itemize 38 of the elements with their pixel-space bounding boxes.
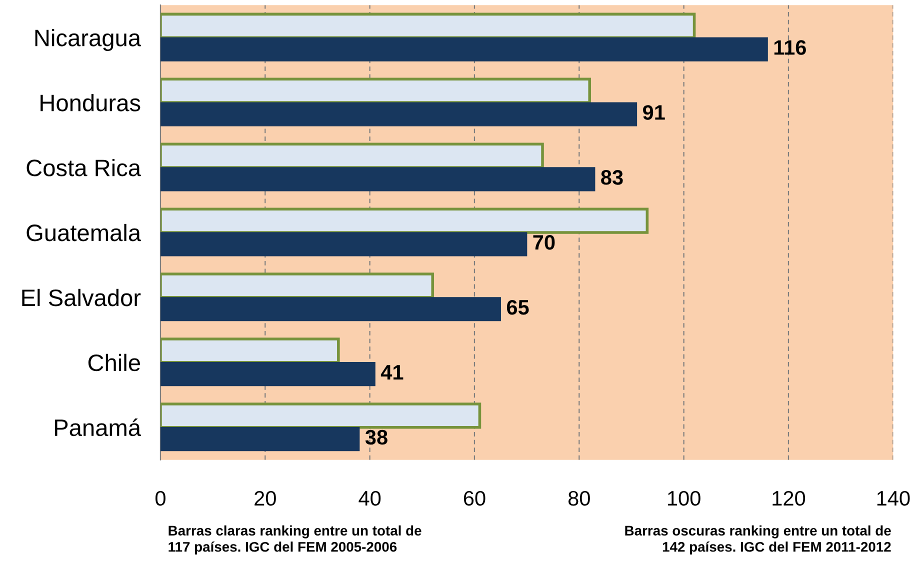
data-label: 91: [642, 105, 665, 120]
bar: [160, 232, 528, 256]
data-label: 65: [506, 300, 529, 315]
y-tick-label: Honduras: [40, 94, 140, 112]
bar: [160, 297, 501, 322]
x-tick-label: 140: [877, 490, 910, 506]
x-tick-label: 20: [254, 490, 276, 506]
y-tick-label: Nicaragua: [35, 29, 142, 52]
data-label: 83: [601, 170, 623, 185]
bar: [160, 167, 596, 192]
y-tick-label: Costa Rica: [26, 158, 142, 176]
bar: [160, 208, 649, 234]
bar: [160, 37, 768, 62]
x-tick-label: 120: [772, 490, 806, 506]
y-tick-label: El Salvador: [22, 288, 141, 306]
bar: [160, 427, 360, 452]
bar: [160, 272, 434, 299]
bar: [160, 102, 638, 126]
bar: [160, 402, 482, 429]
data-label: 70: [533, 235, 555, 250]
data-label: 38: [365, 430, 388, 445]
y-tick-label: Guatemala: [26, 224, 142, 242]
x-tick-label: 60: [464, 490, 486, 506]
bar: [160, 362, 376, 386]
bar: [160, 78, 592, 104]
bar: [160, 12, 696, 39]
x-tick-label: 0: [155, 490, 166, 506]
bar: [160, 338, 340, 364]
x-tick-label: 80: [568, 490, 590, 506]
x-tick-label: 100: [668, 490, 700, 506]
data-label: 116: [774, 40, 806, 55]
y-tick-label: Chile: [88, 354, 140, 372]
text: Barras claras ranking entre un total de 117 países. IGC del FEM 2005-2006: [168, 525, 422, 555]
y-tick-label: Panamá: [55, 418, 142, 436]
data-label: 41: [380, 365, 404, 380]
bar: [160, 142, 544, 169]
text: Barras oscuras ranking entre un total de 142 países. IGC del FEM 2011-2012: [625, 525, 891, 555]
x-tick-label: 40: [358, 490, 381, 506]
